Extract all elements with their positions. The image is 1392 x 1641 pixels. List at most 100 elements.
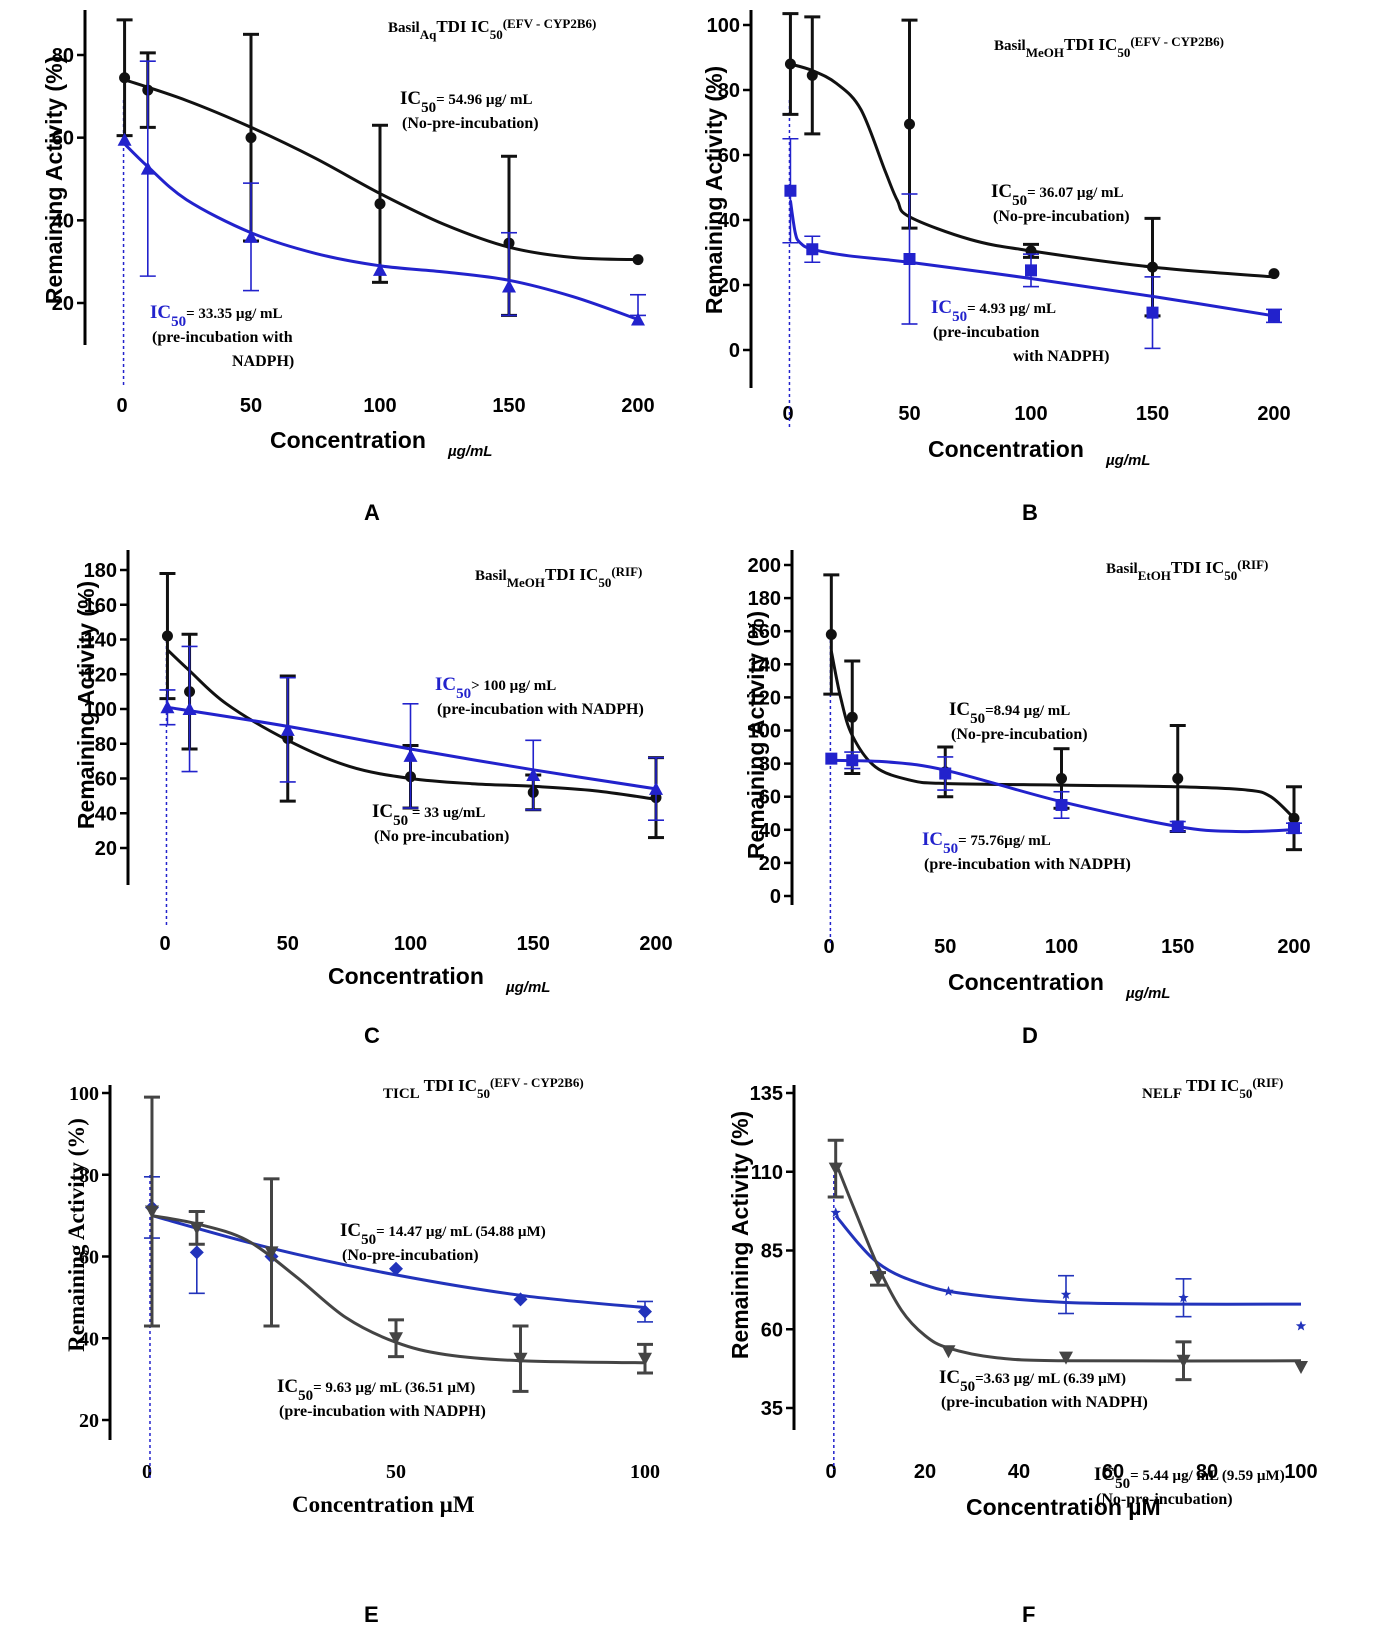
y-tick-label-a: 20 [52, 293, 74, 315]
ic50-annotation-c-1: IC50 = 33 ug/mL [372, 801, 485, 829]
data-point-b [1268, 309, 1280, 322]
ic50-annotation-line2-d: (No-pre-incubation) [951, 726, 1088, 743]
data-point-e [389, 1261, 403, 1276]
ic50-annotation-line2-b: (pre-incubation [933, 324, 1039, 341]
data-point-f [871, 1272, 885, 1286]
data-point-d [846, 711, 858, 723]
x-tick-label-a: 50 [240, 395, 262, 417]
panel-f: 35 60 85 110 135 0 20 40 60 80 100 Remaining Activi… [696, 1065, 1392, 1641]
x-tick-label-a: 200 [621, 395, 654, 417]
data-point-e [513, 1292, 528, 1307]
data-point-f [941, 1345, 956, 1359]
data-point-b [806, 243, 819, 256]
x-axis-label-b: Concentration [928, 436, 1084, 462]
data-point-a [632, 254, 644, 266]
y-tick-label-b: 60 [718, 145, 740, 167]
x-tick-label-d: 0 [823, 936, 834, 958]
data-point-b [903, 253, 916, 265]
data-point-d [825, 752, 838, 765]
x-tick-label-b: 200 [1257, 403, 1290, 425]
data-point-f [830, 1207, 841, 1218]
series-line-b-1 [788, 200, 1275, 318]
chart-title-b: BasilMeOHTDI IC50(EFV - CYP2B6) [994, 34, 1224, 60]
x-tick-label-b: 0 [782, 403, 793, 425]
data-point-d [939, 767, 952, 780]
x-tick-label-b: 100 [1014, 403, 1047, 425]
y-tick-label-c: 180 [84, 560, 117, 582]
y-tick-label-d: 80 [759, 754, 781, 776]
x-axis-unit-a: µg/mL [447, 443, 492, 460]
x-axis-label-a: Concentration [270, 427, 426, 453]
panel-letter-e: E [364, 1602, 379, 1627]
ic50-annotation-b-1: IC50= 4.93 µg/ mL [931, 297, 1056, 325]
x-tick-label-c: 150 [517, 933, 550, 955]
chart-c: 20 40 60 80 100 120 140 160 180 0 50 100 150 200 Remai… [73, 550, 673, 996]
x-axis-unit-d: µg/mL [1125, 985, 1170, 1002]
panel-c: 20 40 60 80 100 120 140 160 180 0 50 100 150 200 Remai… [0, 545, 696, 1065]
y-axis-label-b: Remaining Activity (%) [701, 66, 727, 314]
ic50-annotation-a-1: IC50= 33.35 µg/ mL [150, 302, 282, 330]
data-point-a [374, 198, 386, 210]
chart-title-a: BasilAqTDI IC50(EFV - CYP2B6) [388, 16, 596, 42]
series-line-b-0 [789, 62, 1275, 279]
ic50-annotation-line2-e: (pre-incubation with NADPH) [279, 1403, 486, 1420]
ic50-annotation-c-0: IC50> 100 µg/ mL [435, 674, 556, 702]
data-point-e [144, 1205, 159, 1219]
series-c-1 [159, 645, 664, 822]
panel-a: 20 40 60 80 0 50 100 150 200 Remaining Activity (… [0, 0, 696, 545]
series-f-1 [827, 1138, 1308, 1382]
ic50-annotation-line2-a: (pre-incubation with [152, 329, 293, 346]
y-tick-label-e: 80 [79, 1165, 99, 1187]
data-point-f [1294, 1361, 1308, 1375]
x-tick-label-d: 150 [1161, 936, 1194, 958]
y-tick-label-a: 80 [52, 45, 74, 67]
data-point-c [403, 748, 418, 762]
data-point-a [631, 312, 645, 326]
x-tick-label-d: 200 [1277, 936, 1310, 958]
x-tick-label-c: 0 [159, 933, 170, 955]
series-line-a-1 [123, 142, 639, 321]
x-tick-label-f: 80 [1196, 1461, 1218, 1483]
ic50-annotation-a-0: IC50= 54.96 µg/ mL [400, 88, 532, 116]
x-tick-label-f: 40 [1008, 1461, 1030, 1483]
data-point-b [1268, 268, 1280, 280]
series-d-1 [825, 751, 1302, 835]
panel-letter-c: C [364, 1023, 380, 1048]
data-point-a [244, 229, 258, 243]
data-point-b [784, 184, 797, 197]
x-axis-label-e: Concentration µM [292, 1492, 475, 1517]
y-tick-label-c: 80 [95, 734, 117, 756]
y-tick-label-d: 20 [759, 853, 781, 875]
y-tick-label-f: 35 [761, 1398, 783, 1420]
ic50-annotation-line2-f: (No-pre-incubation) [1096, 1491, 1233, 1508]
y-tick-label-d: 0 [770, 886, 781, 908]
y-axis-label-f: Remaining Activity (%) [727, 1111, 753, 1359]
data-point-d [1056, 772, 1067, 784]
x-tick-label-b: 150 [1136, 403, 1169, 425]
x-tick-label-f: 100 [1284, 1461, 1317, 1483]
data-point-c [160, 700, 175, 714]
data-point-f [1060, 1289, 1072, 1299]
ic50-annotation-line2-c: (pre-incubation with NADPH) [437, 701, 644, 718]
ic50-annotation-line2-f: (pre-incubation with NADPH) [941, 1394, 1148, 1411]
x-tick-label-c: 200 [639, 933, 672, 955]
panel-letter-b: B [1022, 500, 1038, 525]
y-tick-label-b: 80 [718, 80, 740, 102]
y-tick-label-e: 40 [79, 1328, 99, 1350]
data-point-b [1025, 264, 1037, 277]
series-b-0 [782, 12, 1280, 318]
x-tick-label-d: 100 [1045, 936, 1078, 958]
ic50-annotation-b-0: IC50= 36.07 µg/ mL [991, 181, 1123, 209]
ic50-annotation-line3-b: with NADPH) [1013, 348, 1109, 365]
series-line-d-0 [829, 650, 1296, 820]
y-tick-label-b: 20 [718, 275, 740, 297]
y-axis-label-e: Remaining Activity (%) [64, 1118, 89, 1352]
data-point-e [638, 1352, 652, 1366]
x-tick-label-e: 0 [142, 1461, 152, 1483]
panel-b: 0 20 40 60 80 100 0 50 100 150 200 Remaining Activi… [696, 0, 1392, 545]
x-tick-label-f: 0 [825, 1461, 836, 1483]
ic50-annotation-e-0: IC50= 14.47 µg/ mL (54.88 µM) [340, 1220, 546, 1248]
y-tick-label-f: 60 [761, 1319, 783, 1341]
y-tick-label-d: 180 [748, 588, 781, 610]
x-axis-label-c: Concentration [328, 963, 484, 989]
